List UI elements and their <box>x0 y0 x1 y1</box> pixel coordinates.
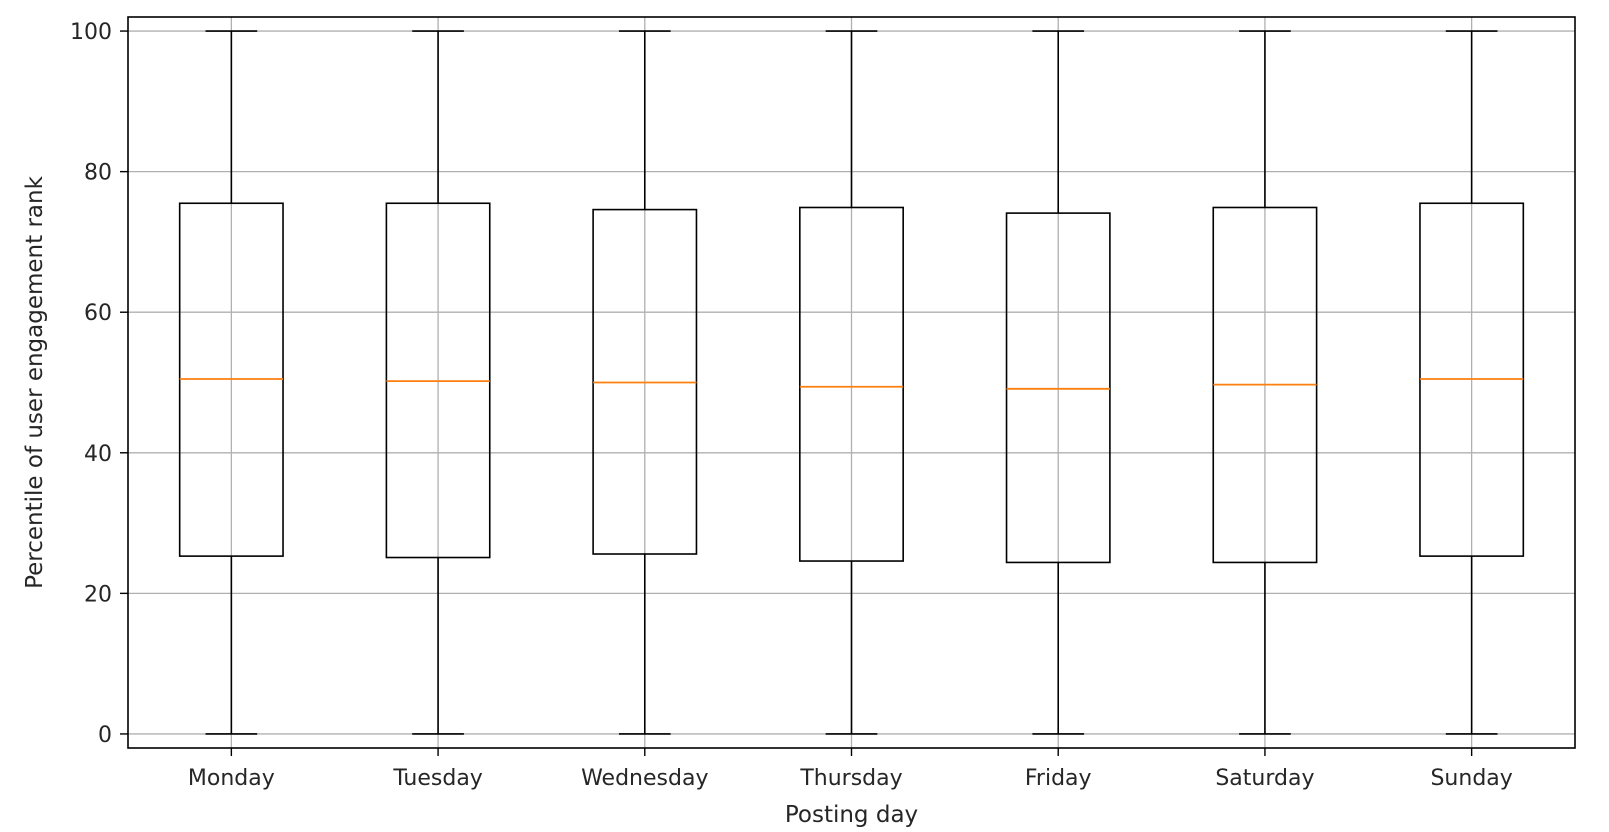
x-tick-label: Friday <box>1025 766 1092 791</box>
y-tick-label: 60 <box>84 301 112 326</box>
y-tick-label: 20 <box>84 582 112 607</box>
box-sunday <box>1419 30 1525 735</box>
x-axis-label: Posting day <box>785 802 918 828</box>
box-tuesday <box>385 30 491 735</box>
y-tick-label: 80 <box>84 161 112 186</box>
x-tick-label: Tuesday <box>392 766 483 791</box>
x-tick-label: Saturday <box>1215 766 1314 791</box>
box-thursday <box>799 30 904 735</box>
box-monday <box>178 30 284 735</box>
x-tick-label: Wednesday <box>581 766 708 791</box>
x-tick-label: Thursday <box>799 766 902 791</box>
box-wednesday <box>592 30 698 735</box>
y-tick-label: 0 <box>98 723 112 748</box>
y-tick-label: 40 <box>84 442 112 467</box>
y-axis-label: Percentile of user engagement rank <box>22 175 48 589</box>
x-axis: Monday Tuesday Wednesday Thursday Friday Satu… <box>188 748 1513 791</box>
box-friday <box>1005 30 1111 735</box>
box-saturday <box>1212 30 1318 735</box>
y-axis: 0 20 40 60 80 100 <box>70 20 128 748</box>
box-layer <box>178 30 1525 735</box>
x-tick-label: Sunday <box>1430 766 1512 791</box>
iqr-box <box>799 206 904 562</box>
iqr-box <box>1005 212 1111 564</box>
x-tick-label: Monday <box>188 766 275 791</box>
y-tick-label: 100 <box>70 20 112 45</box>
